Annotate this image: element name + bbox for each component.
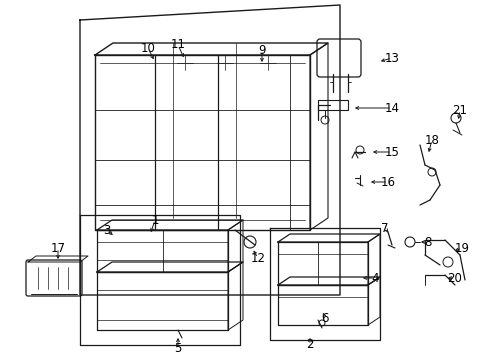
Text: 19: 19	[453, 242, 468, 255]
Text: 4: 4	[370, 271, 378, 284]
Text: 15: 15	[384, 145, 399, 158]
Text: 1: 1	[151, 213, 159, 226]
Text: 14: 14	[384, 102, 399, 114]
Text: 9: 9	[258, 44, 265, 57]
Text: 6: 6	[321, 311, 328, 324]
Text: 12: 12	[250, 252, 265, 265]
Text: 10: 10	[140, 41, 155, 54]
Text: 7: 7	[381, 221, 388, 234]
Text: 13: 13	[384, 51, 399, 64]
Text: 3: 3	[103, 224, 110, 237]
Text: 16: 16	[380, 175, 395, 189]
Text: 17: 17	[50, 242, 65, 255]
Text: 8: 8	[424, 235, 431, 248]
Text: 20: 20	[447, 271, 462, 284]
Text: 18: 18	[424, 134, 439, 147]
Text: 5: 5	[174, 342, 182, 355]
FancyBboxPatch shape	[26, 260, 82, 296]
FancyBboxPatch shape	[316, 39, 360, 77]
Text: 11: 11	[170, 39, 185, 51]
Text: 21: 21	[451, 104, 467, 117]
Bar	[317, 100, 347, 110]
Text: 2: 2	[305, 338, 313, 351]
